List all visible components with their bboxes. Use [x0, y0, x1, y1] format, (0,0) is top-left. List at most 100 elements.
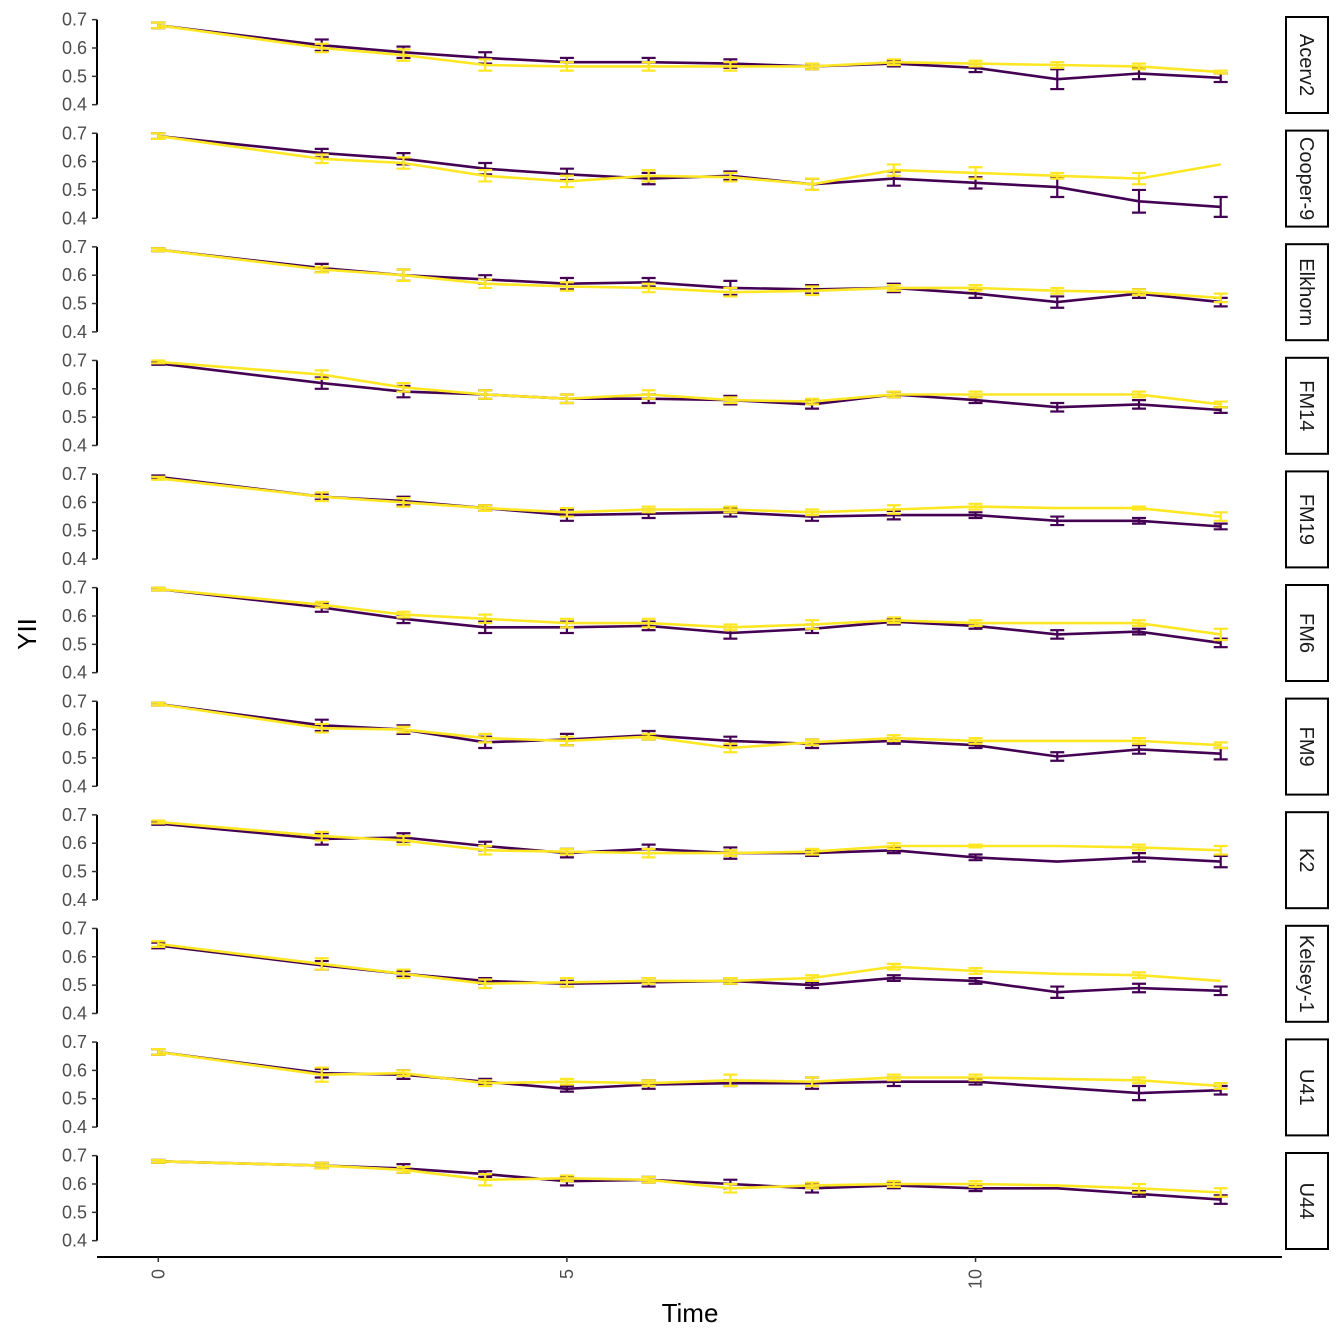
- error-bar: [1050, 68, 1065, 91]
- error-bar: [968, 284, 983, 292]
- y-tick-label: 0.7: [62, 1146, 87, 1166]
- error-bar: [478, 1079, 493, 1088]
- error-bar: [1050, 61, 1065, 69]
- facet-strip: [1285, 16, 1329, 114]
- error-bar: [314, 722, 329, 734]
- error-bar: [478, 844, 493, 856]
- error-bar: [314, 600, 329, 609]
- facet-panel-k2: 0.4 0.5 0.6 0.7 K2: [62, 805, 1329, 910]
- x-tick-label: 5: [557, 1269, 577, 1279]
- error-bar: [1050, 295, 1065, 309]
- error-bar: [968, 511, 983, 520]
- facet-strip: [1285, 1038, 1329, 1137]
- error-bar: [396, 968, 411, 980]
- facet-strip-label: Kelsey-1: [1295, 935, 1317, 1013]
- error-bar: [723, 742, 738, 754]
- error-bar: [314, 153, 329, 165]
- y-tick-label: 0.6: [62, 152, 87, 172]
- y-tick-label: 0.7: [62, 918, 87, 938]
- facet-panel-fm6: 0.4 0.5 0.6 0.7 FM6: [62, 578, 1329, 683]
- panel-data: [151, 247, 1228, 309]
- error-bar: [641, 976, 656, 985]
- error-bar: [478, 613, 493, 625]
- error-bar: [641, 61, 656, 72]
- series-2-line: [158, 248, 1221, 300]
- y-tick-label: 0.4: [62, 322, 87, 342]
- y-tick-label: 0.6: [62, 1174, 87, 1194]
- error-bar: [559, 847, 574, 856]
- error-bar: [1050, 515, 1065, 527]
- facet-strip: [1285, 356, 1329, 455]
- y-tick-label: 0.5: [62, 748, 87, 768]
- error-bar: [805, 1181, 820, 1190]
- error-bar: [1131, 982, 1146, 994]
- facet-panels: 0.40.50.60.7Acerv20.40.50.60.7Cooper-90.…: [62, 10, 1329, 1251]
- error-bar: [151, 21, 166, 30]
- y-tick-label: 0.6: [62, 492, 87, 512]
- y-tick-label: 0.7: [62, 10, 87, 30]
- facet-strip-label: FM19: [1295, 494, 1317, 545]
- error-bar: [1131, 399, 1146, 410]
- error-bar: [805, 177, 820, 192]
- y-tick-label: 0.6: [62, 833, 87, 853]
- error-bar: [723, 1073, 738, 1088]
- error-bar: [1131, 288, 1146, 297]
- error-bar: [478, 978, 493, 990]
- facet-strip: [1285, 129, 1329, 228]
- error-bar: [1131, 171, 1146, 186]
- error-bar: [151, 586, 166, 592]
- y-tick-label: 0.4: [62, 890, 87, 910]
- y-tick-label: 0.4: [62, 663, 87, 683]
- y-tick-label: 0.5: [62, 862, 87, 882]
- error-bar: [723, 286, 738, 298]
- error-bar: [968, 619, 983, 628]
- error-bar: [805, 508, 820, 517]
- y-tick-label: 0.6: [62, 265, 87, 285]
- y-tick-label: 0.5: [62, 407, 87, 427]
- error-bar: [886, 962, 901, 971]
- error-bar: [559, 174, 574, 189]
- y-tick-label: 0.4: [62, 1117, 87, 1137]
- y-tick-label: 0.4: [62, 208, 87, 228]
- error-bar: [1131, 390, 1146, 399]
- y-tick-label: 0.6: [62, 379, 87, 399]
- y-tick-label: 0.7: [62, 1032, 87, 1052]
- error-bar: [314, 491, 329, 503]
- error-bar: [1131, 1182, 1146, 1194]
- error-bar: [886, 842, 901, 850]
- error-bar: [151, 1048, 166, 1056]
- y-tick-label: 0.5: [62, 66, 87, 86]
- panel-data: [151, 701, 1228, 762]
- error-bar: [968, 390, 983, 399]
- error-bar: [314, 1066, 329, 1083]
- facet-panel-fm14: 0.4 0.5 0.6 0.7 FM14: [62, 350, 1329, 455]
- error-bar: [641, 1079, 656, 1088]
- facet-panel-u41: 0.4 0.5 0.6 0.7 U41: [62, 1032, 1329, 1137]
- error-bar: [314, 957, 329, 971]
- series-2-line: [158, 134, 1221, 186]
- series-1-line: [158, 1160, 1221, 1201]
- error-bar: [723, 505, 738, 514]
- error-bar: [723, 849, 738, 858]
- error-bar: [968, 502, 983, 511]
- error-bar: [396, 725, 411, 734]
- y-tick-label: 0.6: [62, 947, 87, 967]
- error-bar: [478, 504, 493, 512]
- facet-panel-kelsey-1: 0.4 0.5 0.6 0.7 Kelsey-1: [62, 918, 1329, 1023]
- error-bar: [559, 1084, 574, 1093]
- facet-strip: [1285, 1152, 1329, 1250]
- error-bar: [968, 843, 983, 849]
- y-tick-label: 0.7: [62, 237, 87, 257]
- error-bar: [723, 976, 738, 985]
- facet-panel-fm19: 0.4 0.5 0.6 0.7 FM19: [62, 464, 1329, 569]
- y-tick-label: 0.4: [62, 776, 87, 796]
- error-bar: [151, 819, 166, 825]
- error-bar: [1213, 292, 1228, 304]
- panel-data: [151, 819, 1228, 869]
- y-tick-label: 0.6: [62, 606, 87, 626]
- y-tick-label: 0.5: [62, 634, 87, 654]
- facet-strip: [1285, 697, 1329, 796]
- error-bar: [968, 166, 983, 180]
- series-1-line: [158, 1050, 1221, 1095]
